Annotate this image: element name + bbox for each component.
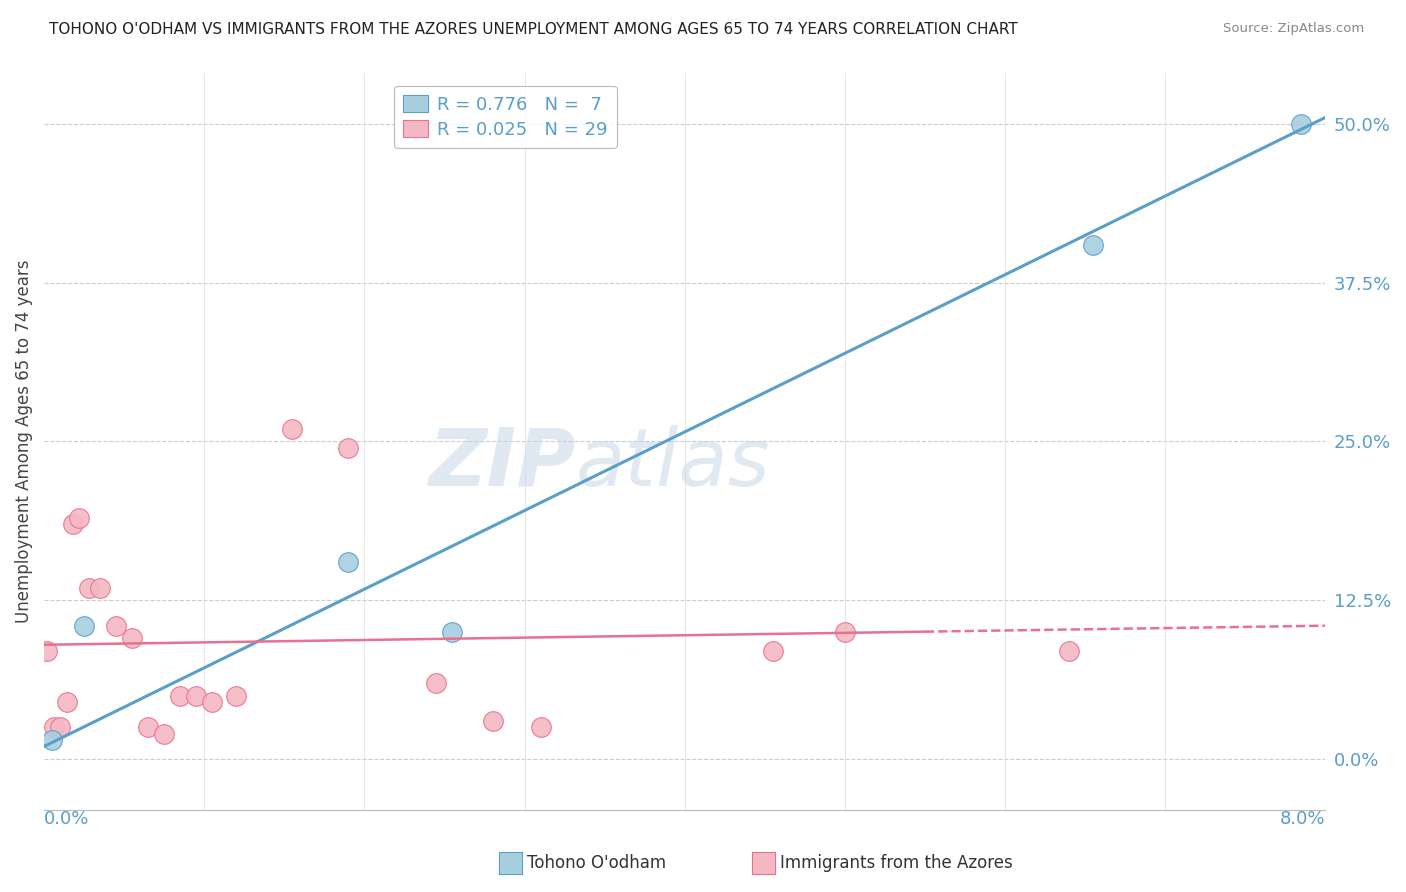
Point <box>49 720 72 734</box>
Text: TOHONO O'ODHAM VS IMMIGRANTS FROM THE AZORES UNEMPLOYMENT AMONG AGES 65 TO 74 YE: TOHONO O'ODHAM VS IMMIGRANTS FROM THE AZ… <box>49 22 1018 37</box>
Point <box>169 689 191 703</box>
Point <box>425 676 447 690</box>
Text: Source: ZipAtlas.com: Source: ZipAtlas.com <box>1223 22 1364 36</box>
Text: Immigrants from the Azores: Immigrants from the Azores <box>780 855 1014 872</box>
Point <box>73 618 96 632</box>
Text: 8.0%: 8.0% <box>1279 810 1326 828</box>
Point <box>529 720 551 734</box>
Text: atlas: atlas <box>576 425 770 502</box>
Point <box>1291 117 1313 131</box>
Point <box>105 618 128 632</box>
Text: Tohono O'odham: Tohono O'odham <box>527 855 666 872</box>
Point <box>42 720 65 734</box>
Point <box>186 689 208 703</box>
Point <box>121 632 143 646</box>
Point <box>762 644 785 658</box>
Point <box>136 720 159 734</box>
Point <box>481 714 503 728</box>
Point <box>225 689 247 703</box>
Point <box>1081 237 1104 252</box>
Point <box>1057 644 1080 658</box>
Point <box>55 695 77 709</box>
Point <box>834 625 856 640</box>
Point <box>62 517 84 532</box>
Point <box>337 441 360 455</box>
Text: ZIP: ZIP <box>429 425 576 502</box>
Point <box>337 555 360 569</box>
Point <box>41 733 63 747</box>
Y-axis label: Unemployment Among Ages 65 to 74 years: Unemployment Among Ages 65 to 74 years <box>15 260 32 624</box>
Legend: R = 0.776   N =  7, R = 0.025   N = 29: R = 0.776 N = 7, R = 0.025 N = 29 <box>394 86 617 148</box>
Text: 0.0%: 0.0% <box>44 810 90 828</box>
Point <box>281 422 304 436</box>
Point <box>37 644 59 658</box>
Point <box>67 510 90 524</box>
Point <box>77 581 100 595</box>
Point <box>201 695 224 709</box>
Point <box>153 727 176 741</box>
Point <box>441 625 464 640</box>
Point <box>89 581 111 595</box>
